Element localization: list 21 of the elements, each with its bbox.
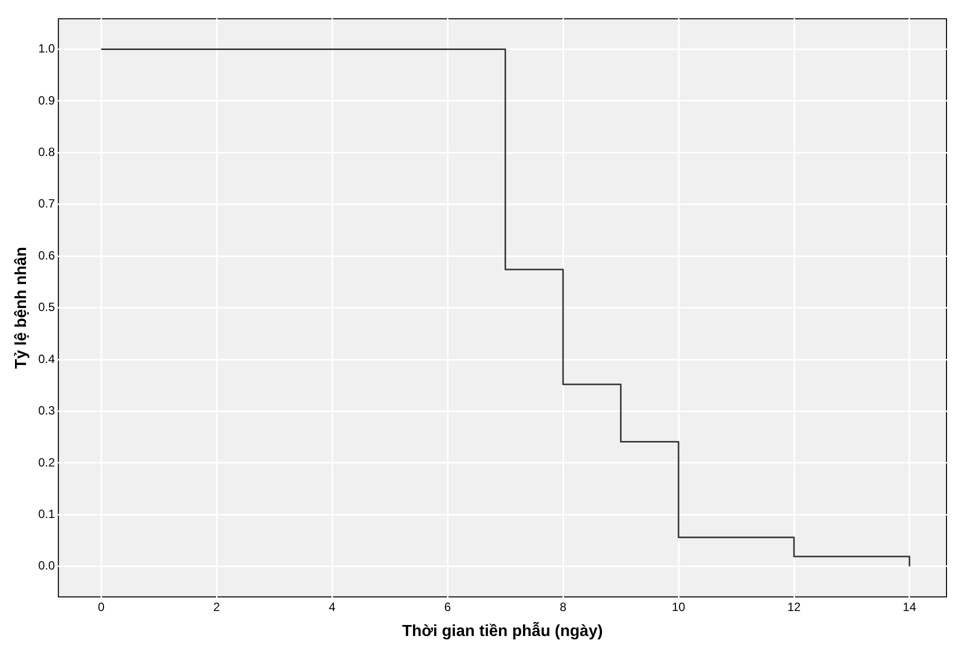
x-tick-label: 0: [98, 600, 105, 614]
y-tick-label: 0.7: [38, 196, 56, 211]
x-tick-label: 12: [787, 600, 801, 614]
y-tick-label: 1.0: [38, 42, 56, 56]
y-tick-label: 0.4: [38, 352, 56, 366]
x-tick-label: 6: [444, 600, 452, 614]
y-tick-label: 0.0: [38, 558, 56, 573]
y-tick-label: 0.5: [38, 300, 56, 314]
x-tick-label: 10: [672, 600, 686, 614]
y-axis-title: Tỷ lệ bệnh nhân: [13, 246, 30, 369]
x-tick-label: 14: [902, 600, 916, 614]
y-tick-label: 0.2: [38, 455, 56, 470]
y-tick-label: 0.1: [38, 506, 56, 521]
x-tick-label: 2: [213, 600, 220, 614]
x-axis-title: Thời gian tiền phẫu (ngày): [402, 620, 603, 640]
x-tick-label: 4: [328, 600, 336, 614]
y-tick-label: 0.9: [38, 93, 56, 108]
x-tick-label: 8: [560, 600, 567, 614]
y-tick-label: 0.6: [38, 248, 56, 262]
y-tick-label: 0.3: [38, 404, 56, 418]
y-tick-label: 0.8: [38, 144, 56, 159]
